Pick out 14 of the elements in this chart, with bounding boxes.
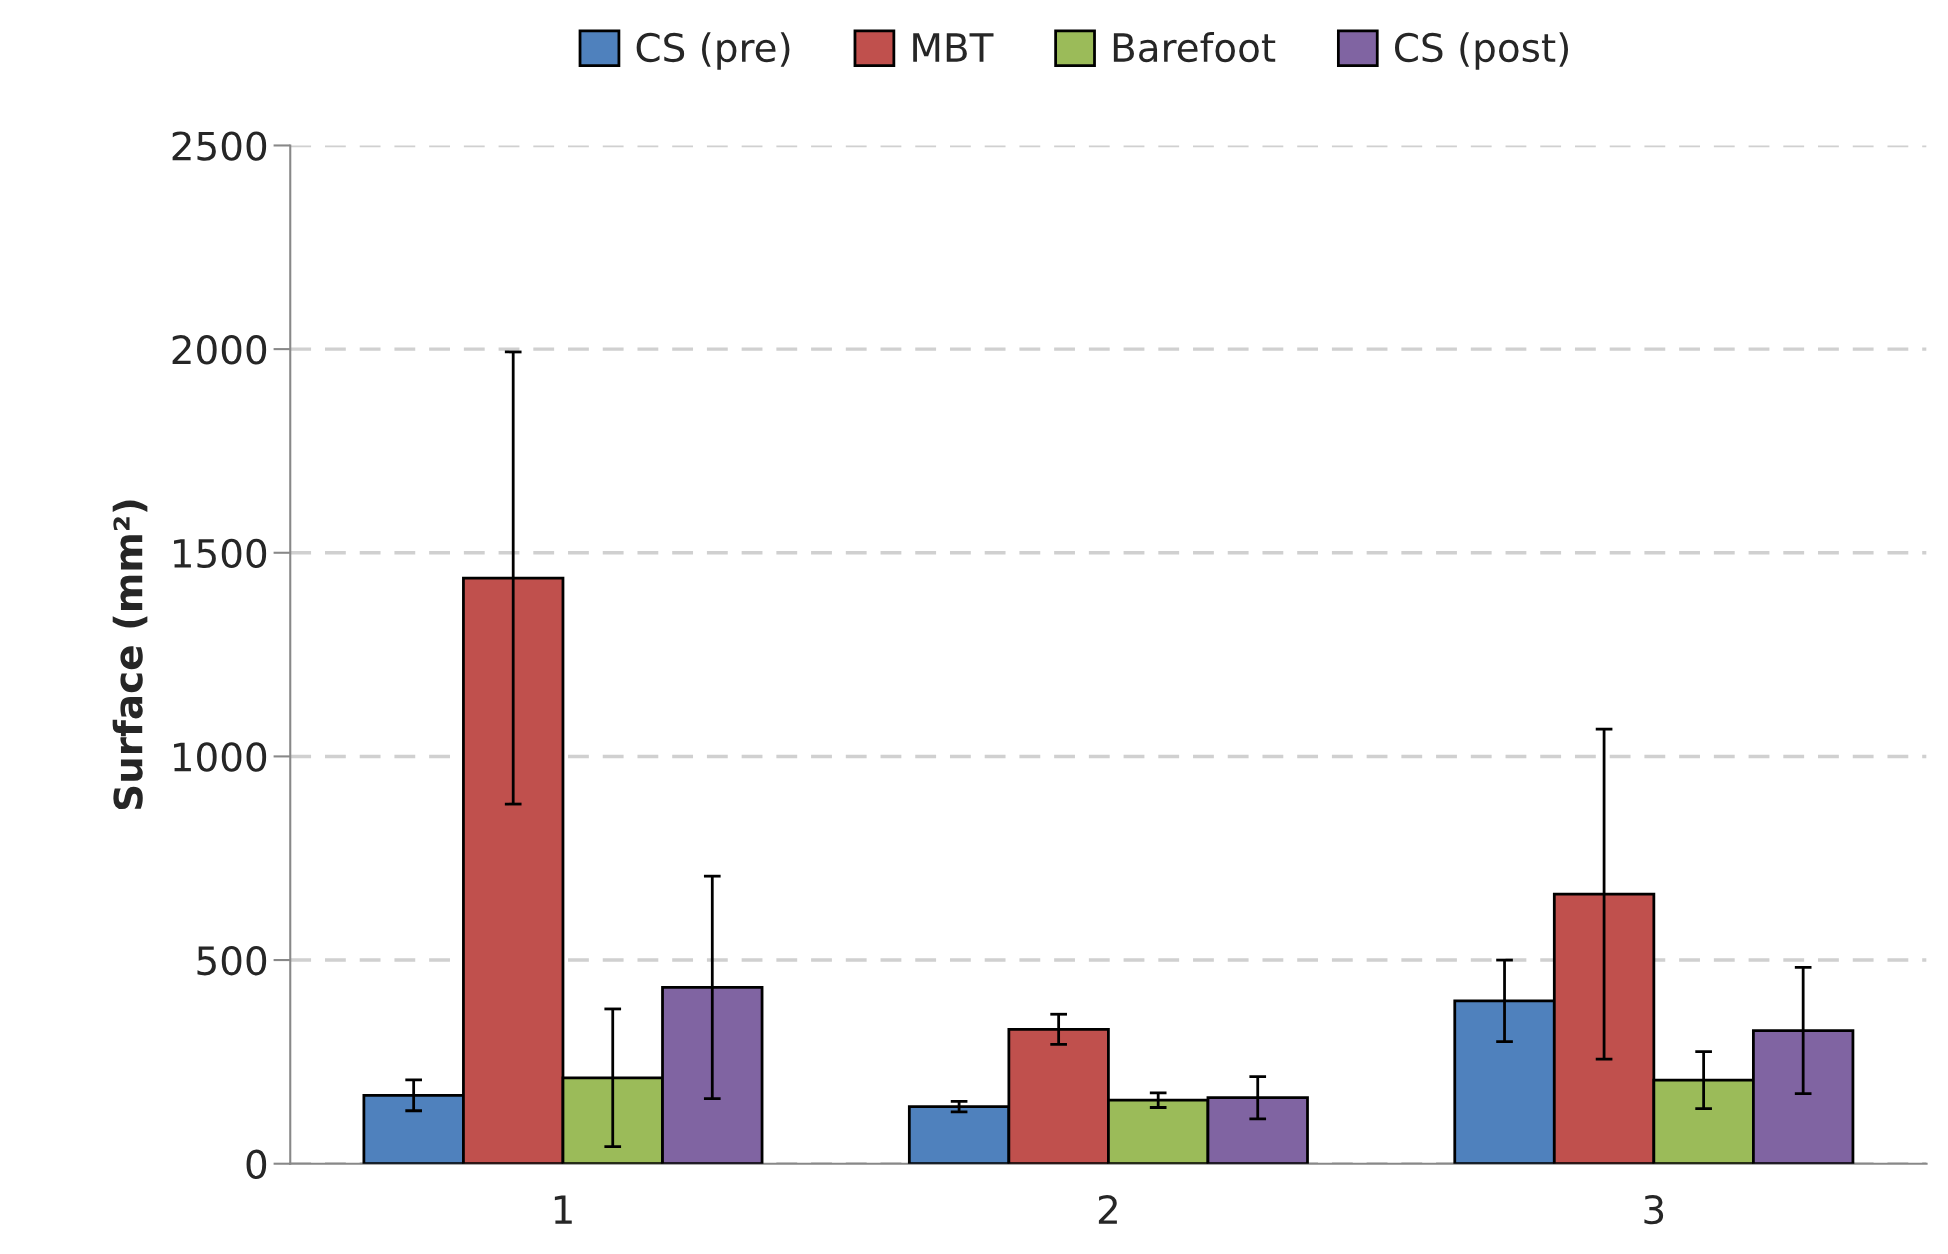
- y-tick-label: 0: [246, 1149, 267, 1180]
- y-axis-title: Surface (mm²): [112, 500, 148, 810]
- legend-label: Barefoot: [1113, 32, 1276, 63]
- y-tick-label: 2500: [172, 131, 267, 161]
- legend-label: CS (post): [1394, 32, 1568, 70]
- legend-label: CS (pre): [636, 32, 790, 70]
- y-tick-label: 1000: [174, 742, 267, 772]
- legend-label: MBT: [913, 33, 994, 62]
- y-tick-label: 2000: [172, 335, 267, 365]
- x-tick-label: 2: [1098, 1194, 1117, 1224]
- x-tick-label: 1: [554, 1195, 572, 1224]
- y-tick-label: 500: [197, 945, 267, 976]
- y-tick-label: 1500: [174, 538, 267, 569]
- x-tick-label: 3: [1644, 1194, 1664, 1225]
